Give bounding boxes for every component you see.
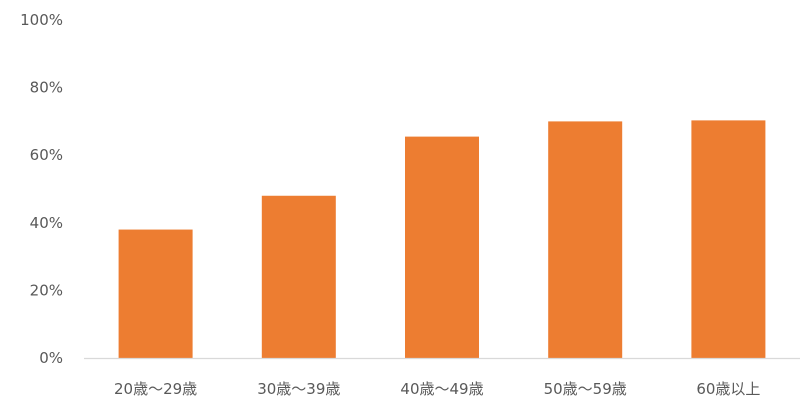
x-axis-tick-labels: 20歳～29歳 30歳～39歳 40歳～49歳 50歳～59歳 60歳以上 [114,380,760,398]
bar-series [118,120,766,359]
bar [261,195,336,358]
y-tick-label: 60% [30,146,63,164]
x-tick-label: 40歳～49歳 [400,380,483,398]
y-axis-tick-labels: 0% 20% 40% 60% 80% 100% [20,11,63,367]
bar [405,136,479,358]
bar [118,229,193,358]
x-tick-label: 60歳以上 [696,380,760,398]
x-tick-label: 20歳～29歳 [114,380,197,398]
y-tick-label: 80% [30,79,63,97]
y-tick-label: 40% [30,214,63,232]
x-tick-label: 30歳～39歳 [257,380,340,398]
x-tick-label: 50歳～59歳 [544,380,627,398]
y-tick-label: 20% [30,281,63,299]
y-tick-label: 100% [20,11,63,29]
bar [548,121,623,359]
y-tick-label: 0% [39,349,63,367]
bar [691,120,766,358]
